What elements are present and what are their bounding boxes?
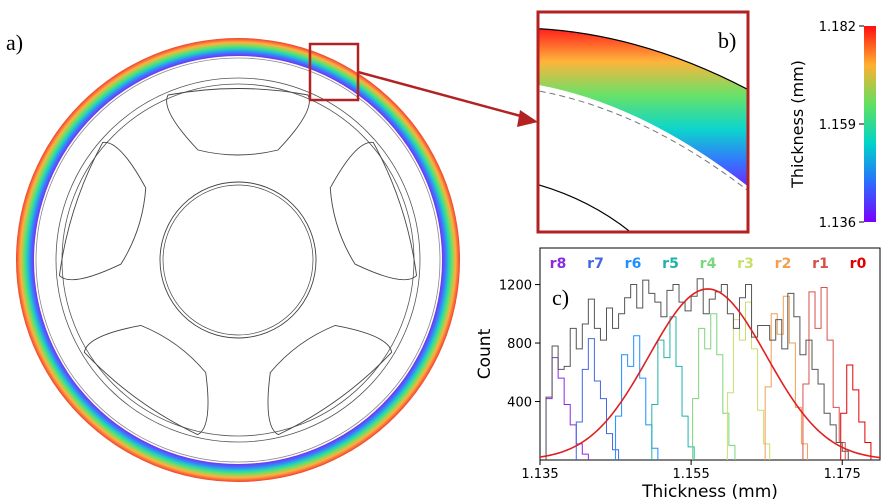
- gaussian-fit-curve: [539, 288, 881, 459]
- legend-item-r6: r6: [625, 256, 642, 272]
- x-tick-label: 1.155: [673, 467, 710, 482]
- legend-item-r2: r2: [775, 256, 792, 272]
- spoke-window: [166, 88, 310, 156]
- panel-label-c: c): [552, 285, 569, 310]
- colorbar-tick-min: 1.136: [819, 216, 856, 231]
- legend-item-r7: r7: [587, 256, 604, 272]
- zoom-frame: [536, 10, 750, 234]
- rim-inner-outline: [55, 77, 421, 443]
- colorbar-label: Thickness (mm): [788, 60, 807, 189]
- legend-item-r5: r5: [662, 256, 679, 272]
- hist-total: [545, 278, 849, 460]
- spoke-window: [83, 325, 209, 436]
- legend: r8 r7 r6 r5 r4 r3 r2 r1 r0: [550, 256, 867, 272]
- hist-series-r1: [802, 286, 846, 460]
- zoom-view: [538, 28, 748, 232]
- x-tick-label: 1.175: [824, 467, 861, 482]
- zoom-arrow: [357, 70, 529, 120]
- y-tick-label: 400: [507, 396, 532, 411]
- hist-series-r4: [692, 313, 736, 460]
- legend-item-r3: r3: [737, 256, 754, 272]
- panel-label-b: b): [718, 28, 736, 53]
- hist-series-r3: [726, 301, 771, 460]
- x-tick-label: 1.135: [521, 467, 558, 482]
- panel-label-a: a): [6, 30, 23, 55]
- y-tick-label: 1200: [499, 279, 532, 294]
- zoom-arrowhead: [517, 110, 538, 127]
- zoom-outer-edge: [538, 28, 748, 91]
- x-axis-label: Thickness (mm): [641, 482, 778, 502]
- spoke-windows: [58, 88, 418, 436]
- legend-item-r4: r4: [700, 256, 717, 272]
- legend-item-r8: r8: [550, 256, 567, 272]
- colorbar-tick-max: 1.182: [819, 20, 856, 35]
- rim-outline: [35, 57, 441, 463]
- colorbar-tick-mid: 1.159: [819, 118, 856, 133]
- plot-area: [539, 247, 881, 461]
- colorbar: [864, 26, 876, 222]
- wheel-drawing: [16, 38, 460, 482]
- hist-series-r0: [840, 364, 872, 460]
- colorbar-ticks: 1.182 1.159 1.136: [819, 20, 864, 231]
- axes: 1.135 1.155 1.175 400 800 1200: [499, 279, 861, 482]
- hub-outline: [159, 181, 317, 339]
- y-axis-label: Count: [475, 328, 495, 379]
- y-tick-label: 800: [507, 337, 532, 352]
- hist-series-r2: [764, 295, 808, 460]
- hist-series-r7: [575, 338, 620, 460]
- histogram-chart: r8 r7 r6 r5 r4 r3 r2 r1 r0 1.135 1.155 1.175 400 800…: [499, 247, 881, 482]
- ring-inner-fill: [34, 56, 442, 464]
- legend-item-r0: r0: [850, 256, 867, 272]
- spoke-window: [58, 141, 147, 281]
- spoke-window: [329, 141, 418, 281]
- zoom-dashed-edge: [538, 90, 748, 192]
- spoke-window: [267, 325, 393, 436]
- histogram-series: [539, 278, 881, 460]
- legend-item-r1: r1: [812, 256, 829, 272]
- hub-inner-outline: [162, 184, 314, 336]
- zoom-band: [538, 28, 748, 187]
